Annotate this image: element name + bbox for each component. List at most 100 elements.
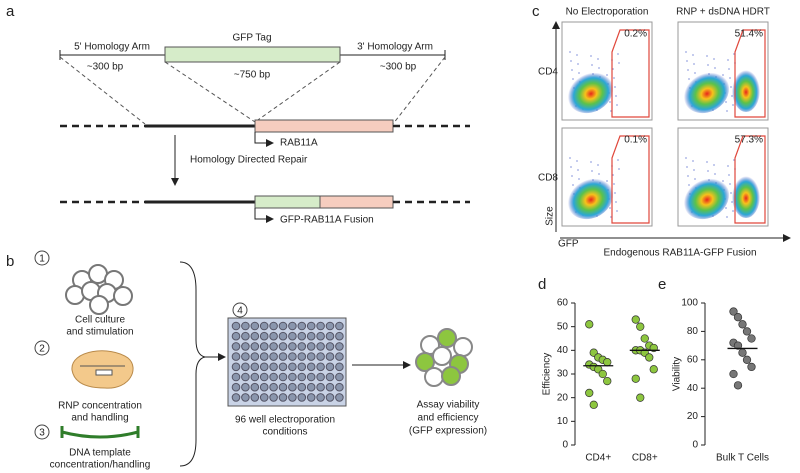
density-dot xyxy=(572,78,574,80)
well xyxy=(231,382,241,392)
gate xyxy=(734,135,766,224)
well xyxy=(325,321,335,331)
y-tick-label: 30 xyxy=(557,369,569,380)
well xyxy=(231,393,241,402)
density-dot xyxy=(694,72,696,74)
well xyxy=(288,342,297,351)
well xyxy=(259,352,269,361)
step-circle xyxy=(34,250,50,266)
well xyxy=(278,321,288,331)
density-dot xyxy=(729,183,731,185)
step-circle xyxy=(232,302,248,318)
well xyxy=(297,352,307,361)
well xyxy=(231,342,241,351)
density-dot xyxy=(618,62,620,64)
well xyxy=(259,393,269,402)
point xyxy=(636,393,645,402)
well xyxy=(288,331,297,341)
point xyxy=(729,307,738,316)
well xyxy=(269,362,278,372)
well xyxy=(250,321,260,331)
well xyxy=(335,382,344,392)
well xyxy=(259,362,269,372)
well xyxy=(325,382,335,392)
guides xyxy=(59,56,446,125)
point xyxy=(738,348,747,357)
density-dot xyxy=(572,184,574,186)
density-dot xyxy=(597,164,599,166)
panel-label: e xyxy=(658,276,666,293)
gene: RAB11A xyxy=(280,138,318,149)
density-dot xyxy=(569,51,571,53)
density-dot xyxy=(590,55,592,57)
well xyxy=(259,321,269,331)
point xyxy=(640,334,649,343)
density-dot xyxy=(731,95,733,97)
y-tick-label: 40 xyxy=(687,383,699,394)
density-dot xyxy=(616,210,618,212)
well xyxy=(259,382,269,392)
point xyxy=(589,400,598,409)
well xyxy=(335,393,344,402)
well xyxy=(250,331,260,341)
density xyxy=(566,70,614,114)
well xyxy=(297,321,307,331)
gate-percent: 0.1% xyxy=(624,135,647,146)
density-dot xyxy=(727,59,729,61)
rab11a-box xyxy=(254,119,394,133)
well xyxy=(288,393,297,402)
x-tick-label: CD4+ xyxy=(585,453,611,464)
well xyxy=(250,362,260,372)
step-text: DNA template xyxy=(69,448,131,459)
well xyxy=(306,362,316,372)
well xyxy=(250,372,260,382)
well xyxy=(278,331,288,341)
panel-label: c xyxy=(532,3,540,20)
well xyxy=(325,342,335,351)
density-dot xyxy=(609,101,611,103)
point xyxy=(738,320,747,329)
point xyxy=(585,388,594,398)
well xyxy=(335,331,344,341)
y-tick-label: 20 xyxy=(687,411,699,422)
well xyxy=(259,372,269,382)
density xyxy=(566,176,614,220)
y-axis-label: Efficiency xyxy=(542,353,553,396)
well xyxy=(316,393,325,402)
panels-d-e: d 0 10 20 30 40 50 60 Efficiency CD4+ CD8+ e 0 20 40 60… xyxy=(538,276,769,464)
density-dot xyxy=(726,216,728,218)
gfp-tag: GFP Tag xyxy=(232,33,271,44)
density-dot xyxy=(591,64,593,66)
density-dot xyxy=(732,210,734,212)
y-tick-label: 0 xyxy=(562,440,568,451)
density xyxy=(682,176,730,220)
density xyxy=(732,68,760,112)
well xyxy=(250,382,260,392)
x-small-label: GFP xyxy=(558,239,579,250)
gfp-box xyxy=(164,46,341,63)
well xyxy=(269,372,278,382)
density-dot xyxy=(713,164,715,166)
density-dot xyxy=(706,161,708,163)
panel-label: b xyxy=(6,253,14,270)
point xyxy=(747,334,756,343)
well xyxy=(335,352,344,361)
density-dot xyxy=(686,166,688,168)
density-dot xyxy=(685,157,687,159)
well xyxy=(288,352,297,361)
density-dot xyxy=(730,192,732,194)
well xyxy=(297,331,307,341)
panel-c: c No Electroporation RNP + dsDNA HDRT CD… xyxy=(532,3,791,259)
density-dot xyxy=(693,169,695,171)
well xyxy=(306,372,316,382)
plate xyxy=(227,317,347,407)
y-tick-label: 0 xyxy=(692,440,698,451)
density-dot xyxy=(687,69,689,71)
density-dot xyxy=(613,77,615,79)
step-circle xyxy=(34,340,50,356)
well xyxy=(288,382,297,392)
well xyxy=(231,372,241,382)
step-text: conditions xyxy=(262,427,307,438)
